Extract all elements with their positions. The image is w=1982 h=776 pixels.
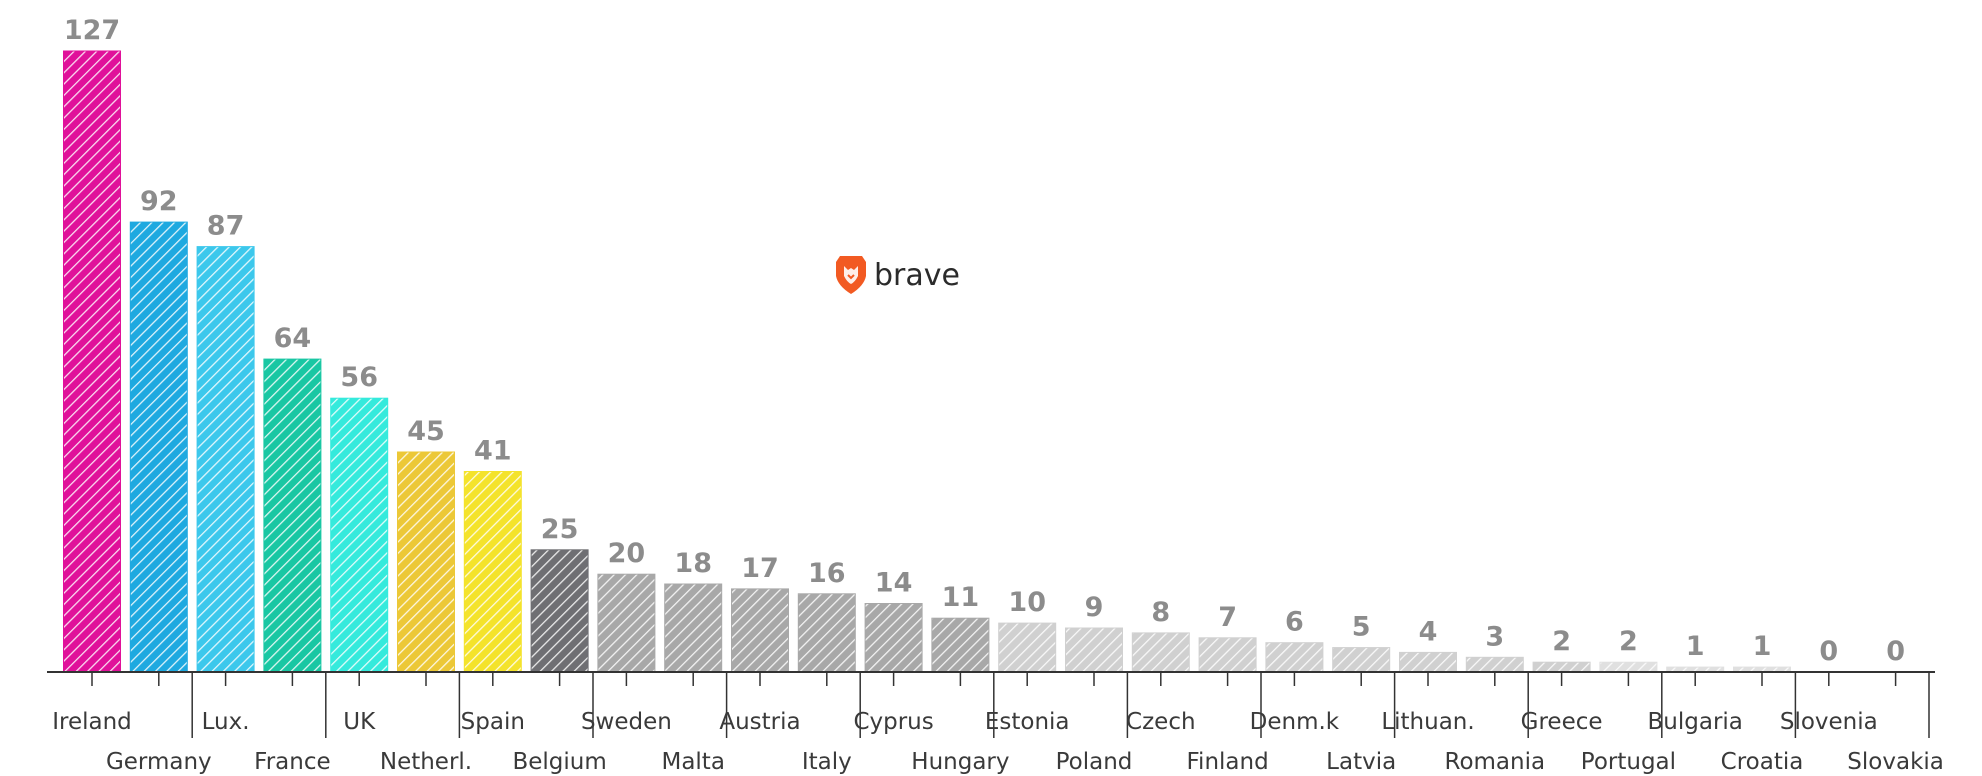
bar-denmk [1265,642,1324,673]
value-label-uk: 56 [340,362,378,393]
bar-finland [1198,637,1257,673]
category-label-ireland: Ireland [52,709,132,735]
category-label-austria: Austria [719,709,800,735]
value-label-poland: 9 [1085,592,1104,623]
value-label-italy: 16 [808,558,846,589]
bar-lux [196,246,255,673]
category-label-czech: Czech [1126,709,1196,735]
value-label-ireland: 127 [64,15,120,46]
category-label-finland: Finland [1187,749,1269,775]
category-label-slovenia: Slovenia [1780,709,1878,735]
category-label-estonia: Estonia [985,709,1070,735]
value-label-malta: 18 [674,548,712,579]
value-label-finland: 7 [1218,602,1237,633]
category-label-denmk: Denm.k [1250,709,1340,735]
bar-netherl [397,451,455,673]
bar-uk [330,397,389,673]
value-label-slovakia: 0 [1886,636,1905,667]
category-label-latvia: Latvia [1326,749,1396,775]
category-label-france: France [254,749,330,775]
bar-spain [463,471,522,673]
value-label-greece: 2 [1552,626,1571,657]
bar-sweden [597,573,656,673]
value-label-portugal: 2 [1619,626,1638,657]
value-label-spain: 41 [474,436,512,467]
bar-lithuan [1399,651,1457,673]
category-label-belgium: Belgium [512,749,606,775]
bar-ireland [63,50,121,673]
value-label-hungary: 11 [942,582,980,613]
value-label-germany: 92 [140,186,178,217]
value-label-romania: 3 [1485,621,1504,652]
value-label-latvia: 5 [1352,612,1371,643]
category-label-bulgaria: Bulgaria [1648,709,1743,735]
category-label-germany: Germany [106,749,212,775]
bar-czech [1131,632,1190,673]
value-label-france: 64 [274,323,312,354]
value-label-czech: 8 [1151,597,1170,628]
category-label-netherl: Netherl. [380,749,472,775]
value-label-denmk: 6 [1285,607,1304,638]
category-label-uk: UK [343,709,376,735]
bar-belgium [530,549,589,673]
bar-italy [797,593,856,673]
category-label-cyprus: Cyprus [853,709,933,735]
value-label-austria: 17 [741,553,779,584]
bar-hungary [931,617,990,673]
bar-estonia [998,622,1057,673]
bar-austria [731,588,789,673]
value-label-lux: 87 [207,211,245,242]
bar-poland [1065,627,1123,673]
bar-malta [664,583,723,673]
bar-portugal [1599,661,1658,673]
value-label-estonia: 10 [1008,587,1046,618]
category-label-croatia: Croatia [1721,749,1804,775]
brave-logo-text: brave [874,258,960,293]
bar-romania [1465,656,1524,673]
category-label-sweden: Sweden [581,709,672,735]
category-label-spain: Spain [461,709,525,735]
bar-germany [129,221,188,673]
bar-latvia [1332,647,1391,673]
bar-greece [1532,661,1591,673]
category-label-romania: Romania [1445,749,1546,775]
bar-france [263,358,322,673]
bar-cyprus [864,603,923,673]
category-label-lux: Lux. [202,709,250,735]
value-label-bulgaria: 1 [1686,631,1705,662]
value-label-slovenia: 0 [1819,636,1838,667]
category-label-malta: Malta [661,749,724,775]
value-label-croatia: 1 [1753,631,1772,662]
category-label-italy: Italy [802,749,852,775]
value-label-lithuan: 4 [1419,616,1438,647]
category-label-poland: Poland [1056,749,1133,775]
category-label-hungary: Hungary [911,749,1009,775]
value-label-cyprus: 14 [875,568,913,599]
brave-logo: brave [836,256,960,294]
brave-lion-icon [836,256,866,294]
bars [63,50,1791,673]
category-label-slovakia: Slovakia [1847,749,1944,775]
value-label-netherl: 45 [407,416,445,447]
value-label-belgium: 25 [541,514,579,545]
value-label-sweden: 20 [608,538,646,569]
x-ticks [91,672,1930,738]
category-label-portugal: Portugal [1581,749,1676,775]
category-label-lithuan: Lithuan. [1381,709,1474,735]
category-label-greece: Greece [1521,709,1603,735]
